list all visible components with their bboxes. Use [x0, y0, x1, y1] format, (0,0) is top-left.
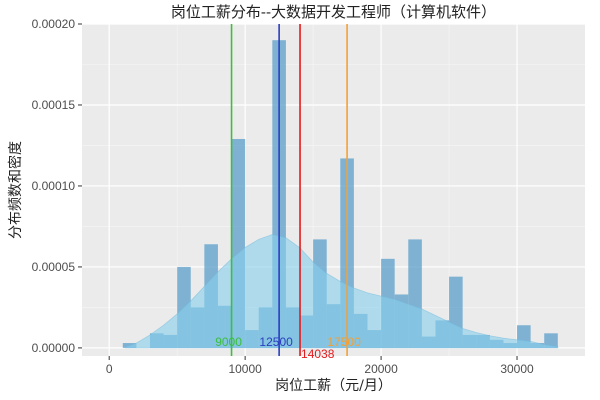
reference-lines: [230, 24, 348, 356]
y-tick-label: 0.00005: [32, 260, 76, 274]
y-tick-label: 0.00010: [32, 179, 76, 193]
chart-title: 岗位工薪分布--大数据开发工程师（计算机软件）: [171, 3, 496, 21]
y-axis-ticks: 0.00000 0.00005 0.00010 0.00015 0.00020: [32, 17, 82, 355]
x-tick-label: 10000: [228, 362, 262, 376]
x-tick-label: 20000: [364, 362, 398, 376]
y-tick-label: 0.00020: [32, 17, 76, 31]
x-tick-label: 30000: [500, 362, 534, 376]
x-axis-title: 岗位工薪（元/月）: [275, 378, 392, 394]
reference-line-label: 9000: [215, 335, 242, 349]
reference-line-label: 12500: [259, 335, 293, 349]
y-tick-label: 0.00000: [32, 341, 76, 355]
y-axis-title: 分布频数和密度: [7, 141, 24, 239]
x-tick-label: 0: [106, 362, 113, 376]
reference-line-label: 14038: [301, 347, 335, 361]
reference-line-label: 17500: [327, 335, 361, 349]
x-axis-ticks: 0 10000 20000 30000: [106, 356, 534, 376]
y-tick-label: 0.00015: [32, 98, 76, 112]
histogram-bar: [544, 333, 558, 348]
